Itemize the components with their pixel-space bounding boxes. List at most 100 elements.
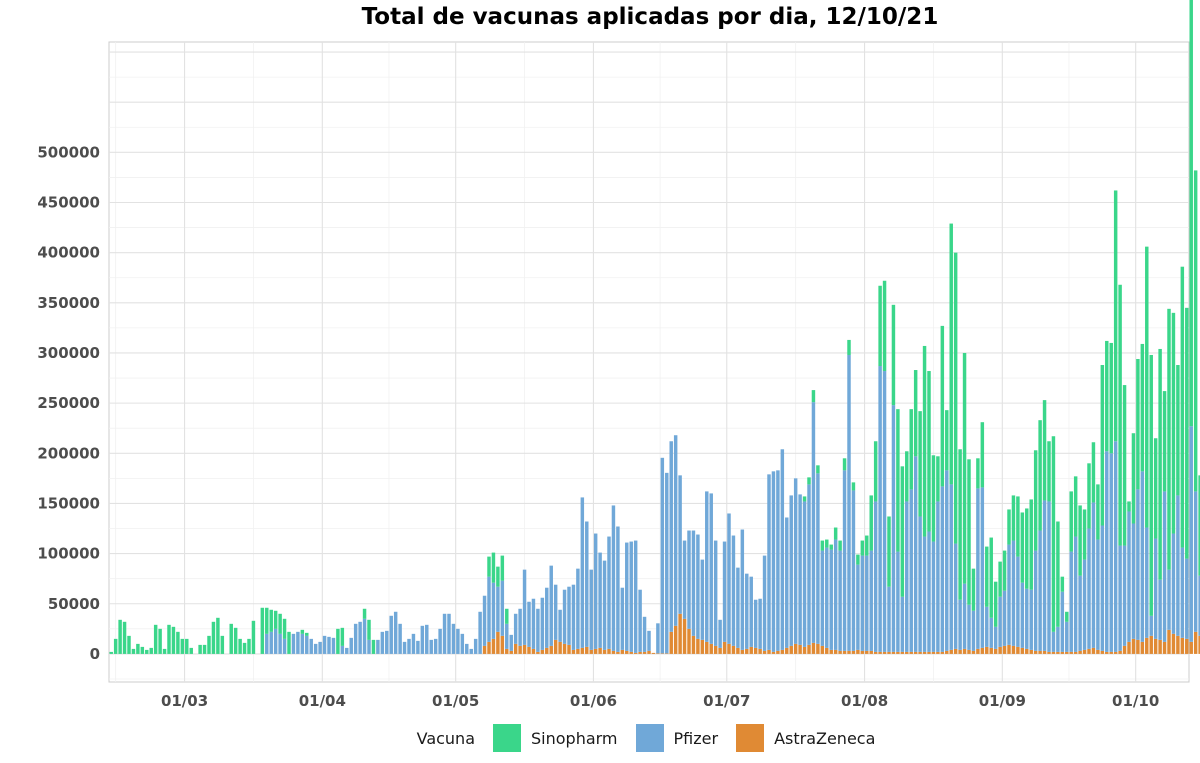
bar-astrazeneca [1145, 637, 1149, 654]
x-axis: 01/03 01/04 01/05 01/06 01/07 01/08 01/09 01/10 [161, 692, 1159, 710]
bar-sinopharm [287, 631, 291, 654]
bar-pfizer [665, 472, 669, 654]
bar-pfizer [758, 598, 762, 649]
bar-sinopharm [153, 624, 158, 654]
bar-pfizer [571, 584, 576, 650]
bar-pfizer [936, 501, 940, 652]
bar-astrazeneca [909, 651, 913, 654]
bar-astrazeneca [536, 651, 540, 654]
bar-pfizer [402, 641, 407, 654]
bar-sinopharm [847, 339, 851, 355]
bar-pfizer [660, 457, 665, 654]
bar-pfizer [491, 582, 496, 639]
bar-pfizer [767, 474, 771, 650]
bar-pfizer [389, 615, 393, 654]
bar-pfizer [1033, 550, 1038, 651]
bar-astrazeneca [976, 648, 980, 654]
bar-astrazeneca [1002, 645, 1007, 654]
bar-pfizer [851, 490, 856, 651]
bar-astrazeneca [998, 646, 1002, 654]
bar-sinopharm [976, 458, 980, 489]
bar-astrazeneca [1140, 641, 1145, 654]
bar-astrazeneca [1096, 649, 1100, 654]
bar-pfizer [527, 601, 531, 647]
bar-sinopharm [1158, 348, 1162, 580]
bar-pfizer [945, 470, 949, 651]
bar-astrazeneca [647, 650, 651, 654]
bar-pfizer [429, 639, 433, 654]
bar-sinopharm [149, 647, 153, 654]
bar-pfizer [909, 489, 913, 652]
bar-pfizer [487, 576, 491, 642]
bar-astrazeneca [887, 651, 891, 654]
bar-astrazeneca [487, 641, 491, 654]
bar-astrazeneca [678, 613, 682, 654]
bar-sinopharm [1065, 611, 1069, 622]
bar-astrazeneca [1029, 649, 1033, 654]
bar-pfizer [673, 435, 678, 626]
bar-sinopharm [487, 556, 491, 577]
bar-pfizer [913, 456, 918, 652]
bar-pfizer [1100, 525, 1105, 651]
bar-pfizer [1180, 547, 1185, 638]
bar-sinopharm [207, 635, 211, 654]
bar-pfizer [505, 623, 509, 649]
bar-pfizer [1109, 453, 1113, 652]
bar-pfizer [567, 586, 571, 645]
bar-sinopharm [878, 285, 882, 367]
bar-pfizer [1149, 615, 1153, 636]
bar-pfizer [296, 631, 300, 654]
legend-label-astrazeneca: AstraZeneca [774, 728, 876, 748]
bar-sinopharm [202, 644, 207, 654]
legend-swatch-astrazeneca [736, 724, 765, 752]
bar-astrazeneca [913, 651, 918, 654]
bar-pfizer [905, 501, 909, 652]
y-tick-label: 150000 [37, 494, 100, 512]
bar-astrazeneca [851, 650, 856, 654]
bar-pfizer [691, 530, 696, 636]
bar-astrazeneca [873, 651, 878, 654]
bar-sinopharm [1096, 484, 1100, 540]
bar-pfizer [273, 628, 278, 654]
bar-astrazeneca [580, 647, 585, 654]
bar-pfizer [1065, 621, 1069, 652]
bar-sinopharm [1060, 576, 1065, 592]
bar-pfizer [1145, 527, 1149, 638]
bar-pfizer [385, 630, 389, 654]
bar-pfizer [998, 596, 1002, 647]
bar-pfizer [669, 441, 673, 632]
bar-pfizer [1136, 489, 1140, 640]
bar-astrazeneca [856, 649, 860, 654]
bar-pfizer [1158, 579, 1162, 640]
bar-pfizer [731, 535, 736, 646]
bar-pfizer [1162, 491, 1167, 642]
bar-sinopharm [896, 409, 900, 552]
bar-sinopharm [936, 456, 940, 502]
bar-pfizer [873, 501, 878, 652]
bar-pfizer [380, 631, 385, 654]
bar-pfizer [456, 628, 460, 654]
bar-sinopharm [851, 482, 856, 491]
bar-sinopharm [865, 535, 869, 556]
bar-pfizer [398, 623, 402, 654]
bar-sinopharm [1176, 365, 1180, 496]
bar-pfizer [633, 540, 638, 653]
bar-pfizer [642, 616, 647, 652]
bar-sinopharm [242, 642, 247, 654]
bar-pfizer [722, 541, 727, 642]
bar-pfizer [607, 536, 611, 649]
bar-pfizer [1047, 501, 1051, 652]
bar-sinopharm [269, 609, 273, 632]
bar-astrazeneca [847, 650, 851, 654]
bar-astrazeneca [1158, 639, 1162, 654]
bar-sinopharm [860, 540, 865, 556]
bar-astrazeneca [571, 649, 576, 654]
bar-astrazeneca [802, 646, 807, 654]
bar-sinopharm [873, 441, 878, 502]
bar-sinopharm [958, 449, 962, 600]
bar-sinopharm [909, 409, 913, 490]
bar-pfizer [696, 534, 700, 639]
bar-astrazeneca [1007, 644, 1011, 654]
bar-pfizer [1118, 545, 1122, 651]
